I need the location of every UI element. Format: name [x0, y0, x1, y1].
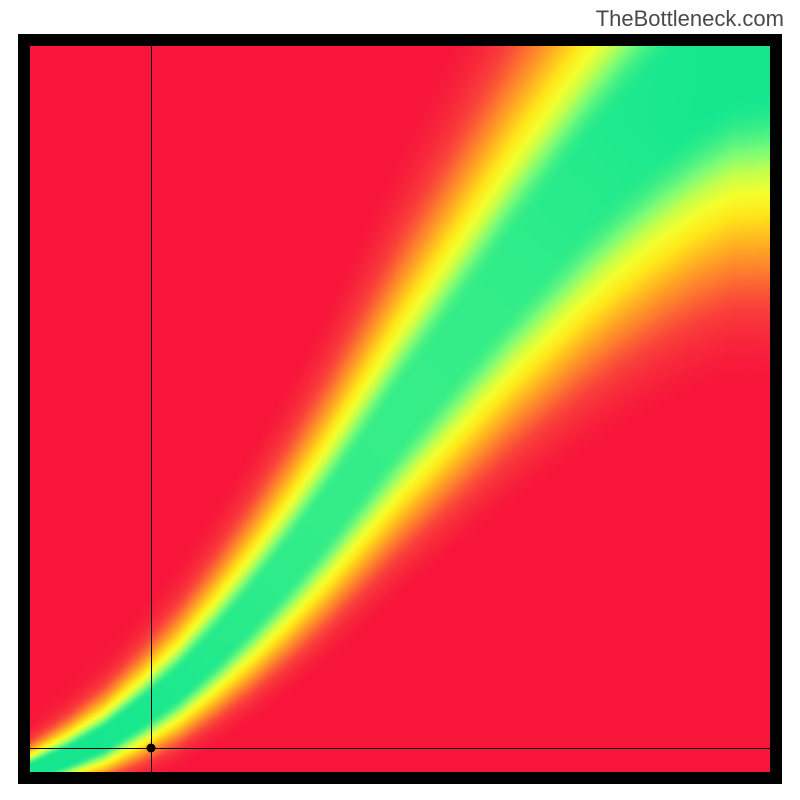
crosshair-horizontal	[30, 748, 770, 749]
watermark-text: TheBottleneck.com	[596, 6, 784, 32]
plot-frame	[18, 34, 782, 784]
heatmap-canvas	[30, 46, 770, 772]
crosshair-vertical	[151, 46, 152, 772]
marker-dot	[146, 744, 155, 753]
plot-area	[30, 46, 770, 772]
